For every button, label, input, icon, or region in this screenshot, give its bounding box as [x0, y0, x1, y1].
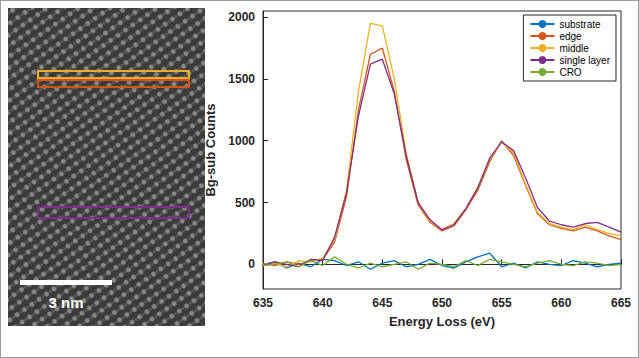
svg-text:1000: 1000	[228, 134, 255, 148]
svg-text:500: 500	[235, 196, 255, 210]
svg-text:665: 665	[611, 296, 631, 310]
svg-text:655: 655	[492, 296, 512, 310]
svg-text:single layer: single layer	[559, 55, 610, 66]
svg-text:substrate: substrate	[559, 19, 601, 30]
svg-text:edge: edge	[559, 31, 582, 42]
svg-text:660: 660	[551, 296, 571, 310]
svg-text:middle: middle	[559, 43, 589, 54]
svg-text:650: 650	[432, 296, 452, 310]
svg-text:3 nm: 3 nm	[48, 294, 83, 311]
svg-text:Energy Loss (eV): Energy Loss (eV)	[389, 314, 495, 329]
svg-text:635: 635	[253, 296, 273, 310]
svg-text:0: 0	[248, 257, 255, 271]
svg-text:640: 640	[313, 296, 333, 310]
svg-text:645: 645	[372, 296, 392, 310]
svg-text:2000: 2000	[228, 10, 255, 24]
svg-text:1500: 1500	[228, 72, 255, 86]
svg-text:CRO: CRO	[559, 67, 581, 78]
svg-text:Bg-sub Counts: Bg-sub Counts	[203, 103, 218, 196]
